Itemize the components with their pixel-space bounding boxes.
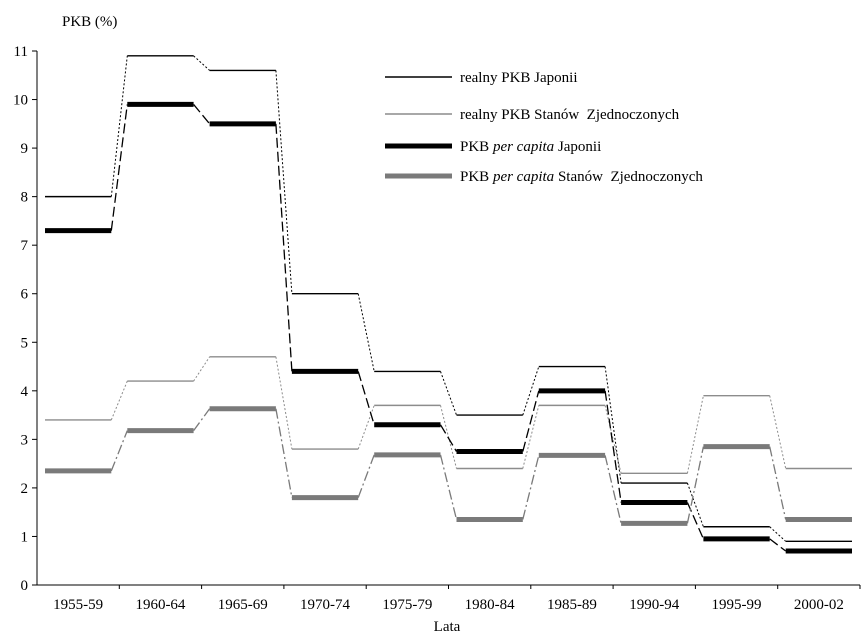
series-2-connector bbox=[357, 371, 375, 425]
series-2-connector bbox=[439, 424, 458, 452]
x-tick-label: 1965-69 bbox=[218, 597, 268, 613]
series-3-connector bbox=[604, 455, 622, 524]
series-2-connector bbox=[193, 103, 211, 125]
series-1-connector bbox=[769, 395, 787, 469]
legend-label-2: PKB per capita Japonii bbox=[460, 139, 601, 155]
legend-label-part: PKB bbox=[460, 169, 493, 185]
series-0-connector bbox=[522, 366, 540, 416]
legend-label-part: per capita bbox=[492, 139, 554, 155]
legend-label-0: realny PKB Japonii bbox=[460, 70, 578, 86]
series-2-connector bbox=[604, 390, 622, 503]
x-axis-title: Lata bbox=[434, 619, 461, 635]
y-tick-label: 4 bbox=[21, 384, 29, 400]
y-tick-label: 2 bbox=[21, 481, 29, 497]
series-0-connector bbox=[193, 55, 210, 71]
series-3 bbox=[45, 406, 852, 526]
y-tick-label: 8 bbox=[21, 190, 29, 206]
series-0 bbox=[45, 55, 852, 543]
x-tick-label: 1955-59 bbox=[53, 597, 103, 613]
series-1-connector bbox=[357, 405, 375, 450]
series-1-connector bbox=[522, 405, 540, 469]
x-tick-label: 1975-79 bbox=[382, 597, 432, 613]
x-tick-label: 1985-89 bbox=[547, 597, 597, 613]
series-0-connector bbox=[275, 70, 293, 294]
series-0-connector bbox=[440, 371, 457, 416]
x-tick-label: 1980-84 bbox=[465, 597, 515, 613]
y-tick-label: 1 bbox=[21, 529, 29, 545]
series-1-connector bbox=[275, 356, 293, 450]
legend-label-part: PKB bbox=[460, 139, 493, 155]
series-2-connector bbox=[110, 104, 128, 231]
series-3-connector bbox=[110, 430, 128, 472]
y-tick-label: 5 bbox=[21, 335, 29, 351]
series-3-connector bbox=[193, 408, 211, 432]
legend-label-part: per capita bbox=[492, 169, 554, 185]
series-3-connector bbox=[769, 446, 787, 520]
y-ticks: 0 1 2 3 4 5 6 7 8 9 10 11 bbox=[13, 44, 37, 594]
y-tick-label: 0 bbox=[21, 578, 29, 594]
x-tick-label: 1970-74 bbox=[300, 597, 350, 613]
y-tick-label: 11 bbox=[14, 44, 28, 60]
series-0-connector bbox=[357, 293, 375, 372]
series-3-connector bbox=[439, 454, 458, 520]
legend: realny PKB Japonii realny PKB Stanów Zjed… bbox=[385, 70, 703, 185]
series-2-connector bbox=[686, 502, 704, 540]
y-tick-label: 6 bbox=[21, 287, 29, 303]
x-tick-label: 2000-02 bbox=[794, 597, 844, 613]
series-1-connector bbox=[110, 380, 128, 421]
y-tick-label: 10 bbox=[13, 93, 28, 109]
y-tick-label: 9 bbox=[21, 141, 29, 157]
series-3-connector bbox=[357, 454, 375, 498]
x-ticks: 1955-59 1960-64 1965-69 1970-74 1975-79 1980-… bbox=[53, 585, 861, 613]
series-2-connector bbox=[522, 390, 540, 452]
series-1-connector bbox=[686, 395, 704, 474]
y-tick-label: 3 bbox=[21, 432, 29, 448]
y-axis-title: PKB (%) bbox=[62, 14, 117, 30]
y-tick-label: 7 bbox=[21, 238, 29, 254]
legend-label-1: realny PKB Stanów Zjednoczonych bbox=[460, 107, 680, 123]
series-0-connector bbox=[769, 526, 787, 542]
series-1-connector bbox=[193, 356, 211, 382]
legend-label-part: Stanów Zjednoczonych bbox=[554, 169, 703, 185]
x-tick-label: 1995-99 bbox=[712, 597, 762, 613]
legend-label-part: Japonii bbox=[554, 139, 601, 155]
series-2 bbox=[45, 101, 852, 554]
series-0-connector bbox=[604, 366, 622, 484]
series-2-connector bbox=[275, 123, 293, 372]
series-3-connector bbox=[522, 455, 540, 520]
series-3-connector bbox=[275, 408, 293, 498]
legend-label-3: PKB per capita Stanów Zjednoczonych bbox=[460, 169, 703, 185]
x-tick-label: 1960-64 bbox=[135, 597, 185, 613]
series-1 bbox=[45, 356, 852, 475]
series-3-connector bbox=[686, 446, 705, 524]
series-layer bbox=[45, 55, 852, 554]
x-tick-label: 1990-94 bbox=[629, 597, 679, 613]
series-2-connector bbox=[769, 538, 787, 552]
